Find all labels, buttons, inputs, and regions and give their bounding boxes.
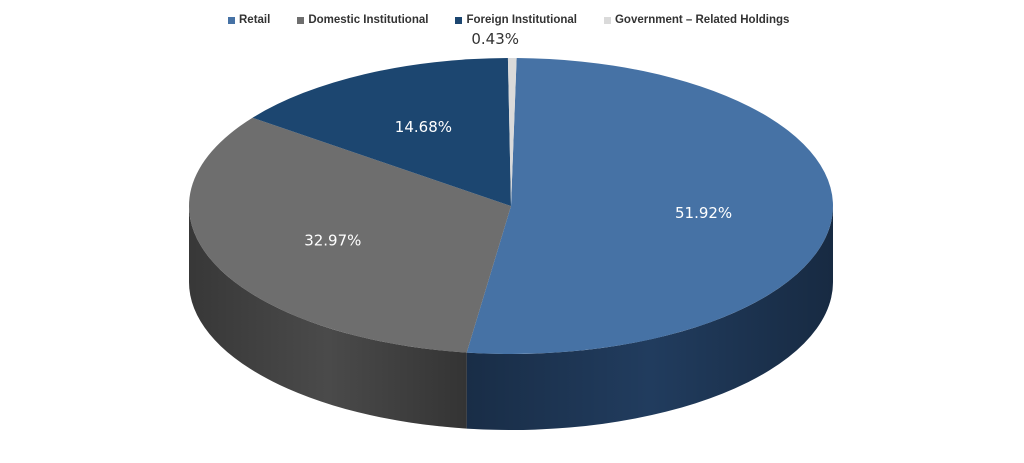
- pie-sides: [189, 206, 833, 430]
- legend-swatch-retail: [228, 16, 235, 24]
- pie-side-shade-domestic-institutional: [189, 206, 467, 429]
- legend-label-retail: Retail: [239, 14, 271, 26]
- legend-item-government-related-holdings: Government – Related Holdings: [603, 14, 790, 26]
- data-label-retail: 51.92%: [675, 204, 732, 222]
- data-label-government-related-holdings: 0.43%: [471, 30, 519, 48]
- data-label-foreign-institutional: 14.68%: [395, 118, 452, 136]
- pie-slice-retail: [466, 58, 833, 354]
- pie-slices: [189, 57, 833, 354]
- pie-slice-domestic-institutional: [189, 117, 511, 353]
- legend-label-domestic-institutional: Domestic Institutional: [308, 14, 429, 26]
- pie-side-shade-retail: [466, 206, 833, 430]
- pie-slice-government-related-holdings: [507, 57, 517, 206]
- legend-swatch-foreign-institutional: [455, 16, 463, 24]
- data-label-domestic-institutional: 32.97%: [304, 231, 361, 249]
- pie-slice-foreign-institutional: [252, 58, 512, 206]
- legend-swatch-government-related-holdings: [603, 16, 611, 24]
- legend-item-retail: Retail: [228, 14, 270, 26]
- chart-legend: Retail Domestic Institutional Foreign In…: [228, 11, 789, 29]
- legend-item-domestic-institutional: Domestic Institutional: [297, 14, 428, 26]
- legend-label-foreign-institutional: Foreign Institutional: [466, 14, 577, 26]
- legend-item-foreign-institutional: Foreign Institutional: [455, 14, 577, 26]
- pie-data-labels: 51.92% 32.97% 14.68% 0.43%: [304, 30, 732, 249]
- legend-label-government-related-holdings: Government – Related Holdings: [614, 14, 790, 26]
- legend-swatch-domestic-institutional: [297, 16, 305, 24]
